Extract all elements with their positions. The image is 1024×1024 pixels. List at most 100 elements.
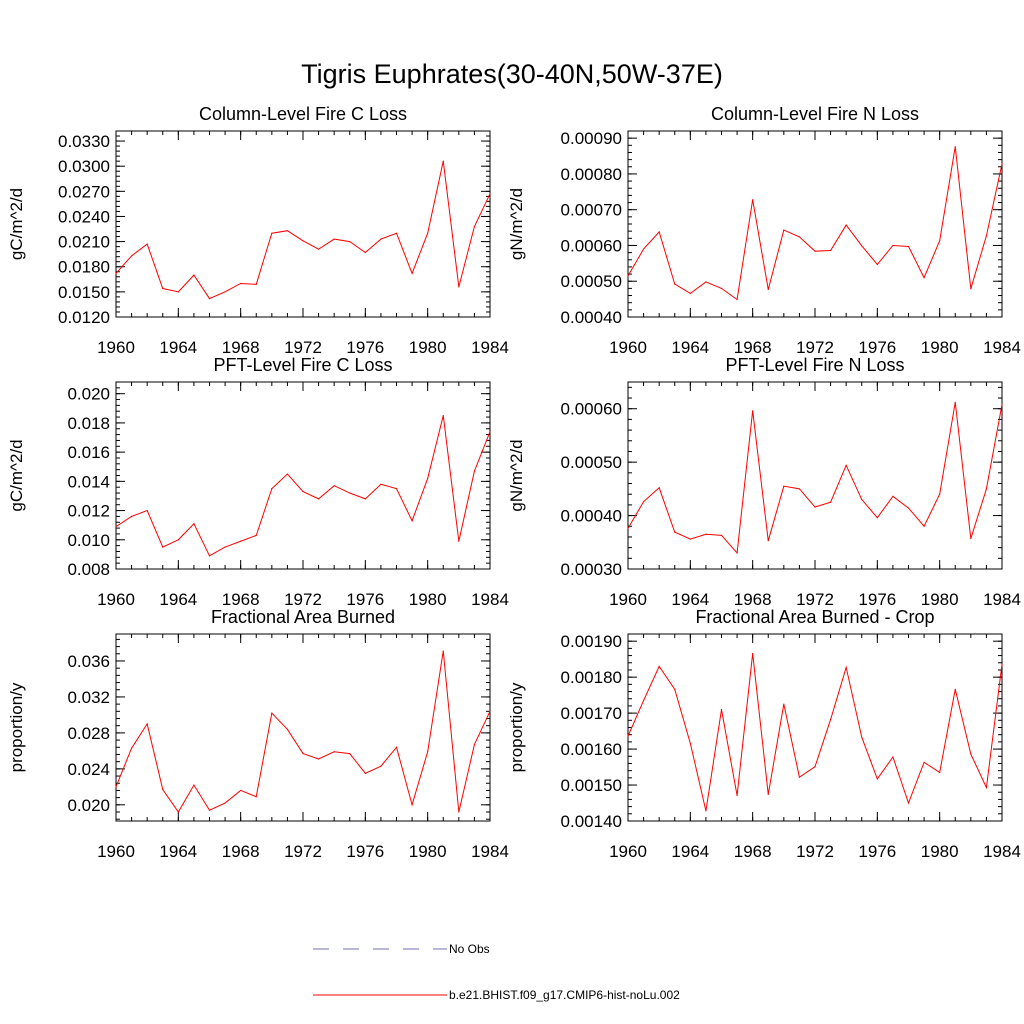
data-point: [130, 255, 133, 257]
data-point: [798, 236, 801, 238]
y-axis-label: gN/m^2/d: [507, 439, 526, 511]
data-point: [705, 281, 707, 283]
data-point: [380, 483, 382, 485]
panels: 1960 1964 1968 1972 1976 1980 1984 0.0120 0.0150…: [7, 104, 1021, 861]
data-point: [302, 240, 304, 242]
panel-title: PFT-Level Fire N Loss: [725, 355, 904, 375]
data-point: [720, 534, 723, 536]
x-tick-label: 1980: [409, 338, 447, 357]
data-point: [876, 778, 878, 780]
data-point: [427, 232, 429, 234]
y-tick-label: 0.00140: [561, 812, 622, 831]
y-tick-label: 0.036: [67, 652, 110, 671]
data-point: [767, 793, 769, 795]
data-point: [177, 291, 179, 293]
x-tick-label: 1984: [983, 590, 1021, 609]
data-point: [349, 752, 351, 755]
data-point: [442, 160, 444, 162]
y-tick-label: 0.016: [67, 443, 110, 462]
data-point: [286, 473, 289, 475]
legend-label-no-obs: No Obs: [449, 942, 490, 956]
data-point: [162, 788, 164, 791]
data-point: [767, 540, 769, 542]
y-tick-label: 0.0240: [58, 207, 110, 226]
data-point: [286, 230, 289, 232]
data-point: [752, 199, 754, 201]
data-point: [177, 539, 179, 541]
y-axis-label: gC/m^2/d: [7, 188, 26, 260]
data-point: [208, 809, 211, 811]
data-point: [1001, 403, 1003, 406]
x-tick-label: 1968: [222, 842, 260, 861]
y-tick-label: 0.00060: [561, 236, 622, 255]
y-tick-label: 0.020: [67, 385, 110, 404]
panel-5: 1960 1964 1968 1972 1976 1980 1984 0.020 0.024 0.…: [7, 607, 509, 861]
panel-3: 1960 1964 1968 1972 1976 1980 1984 0.008 0.010 0.…: [7, 355, 509, 609]
data-point: [814, 506, 816, 508]
x-tick-label: 1984: [471, 842, 509, 861]
y-tick-label: 0.010: [67, 531, 110, 550]
x-tick-label: 1960: [97, 590, 135, 609]
data-point: [364, 498, 366, 500]
y-tick-label: 0.00060: [561, 400, 622, 419]
data-point: [240, 282, 242, 285]
data-point: [642, 248, 645, 250]
data-point: [442, 415, 444, 417]
data-point: [255, 534, 257, 536]
x-tick-label: 1972: [796, 338, 834, 357]
x-tick-label: 1976: [858, 590, 896, 609]
panel-title: Fractional Area Burned - Crop: [695, 607, 934, 627]
data-point: [115, 526, 117, 528]
data-point: [767, 288, 769, 291]
x-tick-label: 1964: [159, 842, 197, 861]
y-axis-label: gN/m^2/d: [507, 188, 526, 260]
data-point: [736, 794, 738, 797]
data-point: [473, 225, 476, 228]
x-tick-label: 1960: [609, 590, 647, 609]
data-point: [146, 243, 148, 245]
data-point: [892, 495, 894, 497]
data-point: [395, 232, 398, 234]
x-tick-label: 1984: [471, 590, 509, 609]
x-tick-label: 1972: [796, 590, 834, 609]
data-point: [876, 263, 878, 266]
data-point: [861, 245, 863, 247]
x-tick-label: 1976: [346, 842, 384, 861]
data-point: [736, 298, 738, 301]
data-point: [473, 470, 476, 472]
y-tick-label: 0.0330: [58, 132, 110, 151]
data-point: [627, 527, 629, 529]
data-point: [892, 756, 894, 758]
data-point: [380, 765, 382, 767]
data-point: [674, 688, 676, 690]
data-point: [752, 652, 754, 655]
x-tick-label: 1968: [734, 338, 772, 357]
panel-6: 1960 1964 1968 1972 1976 1980 1984 0.00140 0.001…: [507, 607, 1021, 861]
data-point: [458, 286, 460, 288]
y-tick-label: 0.0300: [58, 157, 110, 176]
data-point: [208, 555, 211, 557]
data-point: [829, 249, 832, 252]
x-tick-label: 1960: [97, 338, 135, 357]
x-tick-label: 1972: [284, 842, 322, 861]
data-point: [783, 229, 785, 231]
data-point: [892, 244, 894, 247]
data-point: [798, 488, 801, 490]
data-point: [689, 292, 691, 294]
data-point: [271, 712, 273, 714]
data-point: [798, 776, 801, 778]
data-point: [442, 650, 444, 652]
data-point: [240, 540, 242, 542]
x-tick-label: 1984: [471, 338, 509, 357]
data-point: [458, 540, 460, 542]
x-tick-label: 1968: [734, 842, 772, 861]
data-point: [705, 533, 707, 535]
data-point: [224, 546, 226, 548]
x-tick-label: 1980: [409, 590, 447, 609]
data-point: [489, 710, 491, 712]
data-point: [954, 688, 956, 690]
y-tick-label: 0.0270: [58, 182, 110, 201]
y-tick-label: 0.00050: [561, 453, 622, 472]
